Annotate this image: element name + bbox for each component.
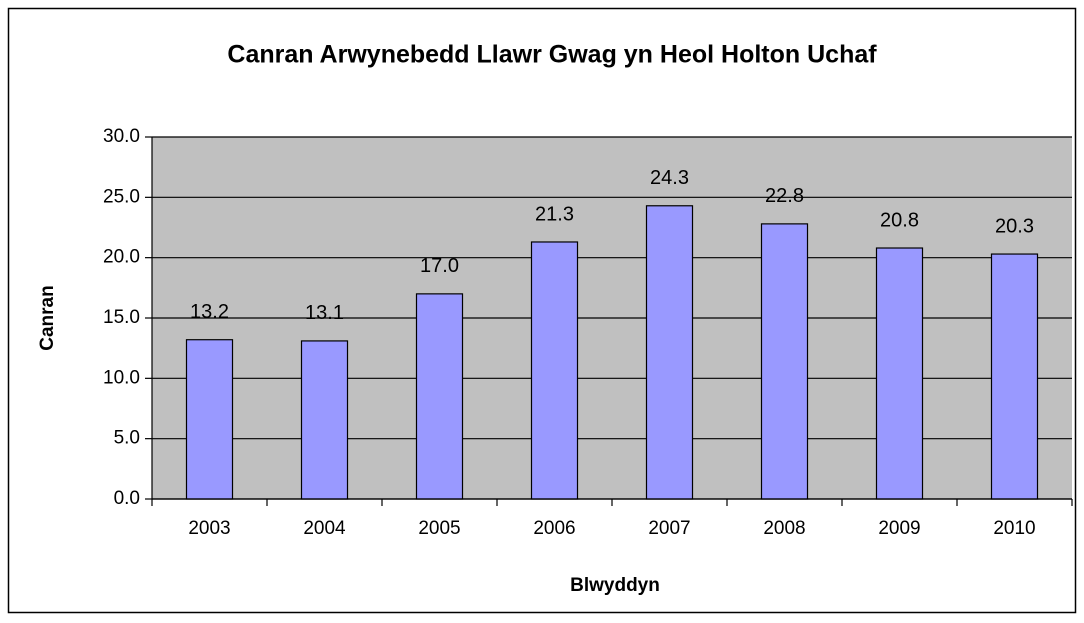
data-label: 20.8 xyxy=(880,209,919,231)
bar xyxy=(415,293,464,500)
bar xyxy=(645,205,694,500)
data-label: 17.0 xyxy=(420,255,459,277)
x-tick-label: 2010 xyxy=(993,518,1035,539)
x-tick-label: 2003 xyxy=(188,518,230,539)
bar xyxy=(530,241,579,500)
y-tick-label: 5.0 xyxy=(114,428,140,449)
data-label: 24.3 xyxy=(650,167,689,189)
bar xyxy=(300,340,349,500)
data-label: 20.3 xyxy=(995,215,1034,237)
x-tick-label: 2009 xyxy=(878,518,920,539)
y-tick-label: 10.0 xyxy=(103,367,140,388)
data-label: 13.1 xyxy=(305,302,344,324)
y-tick-label: 20.0 xyxy=(103,247,140,268)
x-tick-label: 2008 xyxy=(763,518,805,539)
x-tick-label: 2005 xyxy=(418,518,460,539)
bar xyxy=(185,339,234,500)
bar xyxy=(875,247,924,500)
y-tick-label: 15.0 xyxy=(103,307,140,328)
y-axis-label: Canran xyxy=(37,285,58,350)
y-tick-label: 30.0 xyxy=(103,126,140,147)
data-label: 22.8 xyxy=(765,185,804,207)
chart-title: Canran Arwynebedd Llawr Gwag yn Heol Hol… xyxy=(227,41,877,69)
x-tick-label: 2006 xyxy=(533,518,575,539)
data-label: 13.2 xyxy=(190,301,229,323)
bar xyxy=(760,223,809,500)
x-tick-label: 2004 xyxy=(303,518,346,539)
y-tick-label: 25.0 xyxy=(103,186,140,207)
x-axis-label: Blwyddyn xyxy=(570,575,660,596)
x-tick-label: 2007 xyxy=(648,518,690,539)
y-tick-label: 0.0 xyxy=(114,488,140,509)
bar xyxy=(990,253,1039,500)
data-label: 21.3 xyxy=(535,203,574,225)
